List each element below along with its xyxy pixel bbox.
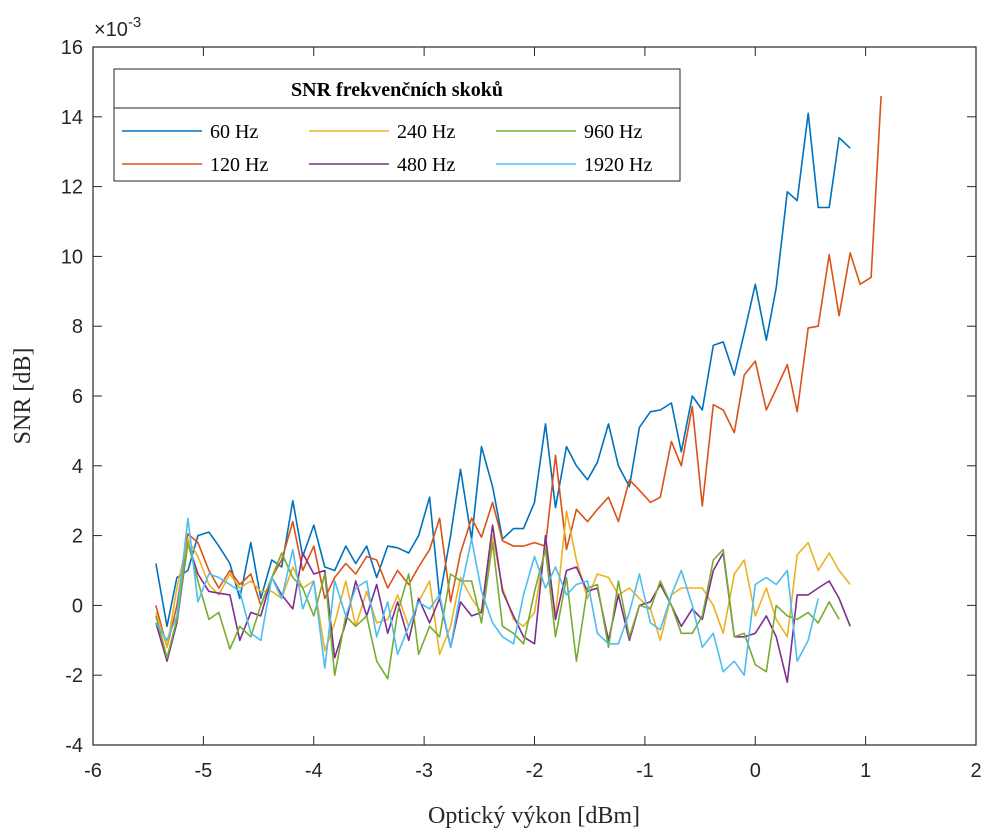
x-axis-title: Optický výkon [dBm] xyxy=(428,803,640,829)
x-tick-label: 1 xyxy=(860,760,871,782)
legend-label-1920-hz: 1920 Hz xyxy=(584,154,652,176)
y-axis-title: SNR [dB] xyxy=(10,348,36,445)
x-axis: -6 -5 -4 -3 -2 -1 0 1 2 xyxy=(84,47,982,782)
x-tick-label: -2 xyxy=(526,760,544,782)
y-tick-label: 12 xyxy=(61,177,83,199)
x-tick-label: -4 xyxy=(305,760,323,782)
x-tick-label: 2 xyxy=(970,760,981,782)
x-tick-label: -5 xyxy=(194,760,212,782)
y-tick-label: 6 xyxy=(72,386,83,408)
legend-label-120-hz: 120 Hz xyxy=(210,154,268,176)
legend-title: SNR frekvenčních skoků xyxy=(291,79,503,101)
x-tick-label: 0 xyxy=(750,760,761,782)
series-line-120-hz xyxy=(155,95,882,649)
y-exponent-label: ×10-3 xyxy=(94,14,141,41)
y-tick-label: 0 xyxy=(72,595,83,617)
y-tick-label: 10 xyxy=(61,246,83,268)
legend-box xyxy=(113,68,681,182)
x-tick-label: -3 xyxy=(415,760,433,782)
x-tick-label: -6 xyxy=(84,760,102,782)
y-tick-label: -4 xyxy=(65,735,83,757)
legend-label-240-hz: 240 Hz xyxy=(397,121,455,143)
series-line-1920-hz xyxy=(155,517,819,677)
y-exponent-value: -3 xyxy=(128,14,141,31)
legend-label-960-hz: 960 Hz xyxy=(584,121,642,143)
y-tick-label: 2 xyxy=(72,526,83,548)
legend-label-60-hz: 60 Hz xyxy=(210,121,258,143)
x-tick-label: -1 xyxy=(636,760,654,782)
y-tick-label: 16 xyxy=(61,37,83,59)
y-axis: -4 -2 0 2 4 6 8 10 12 14 16 xyxy=(61,37,976,757)
y-tick-label: -2 xyxy=(65,665,83,687)
legend-items: 60 Hz 240 Hz 960 Hz 120 Hz 480 Hz 1920 Hz xyxy=(122,121,652,176)
legend-label-480-hz: 480 Hz xyxy=(397,154,455,176)
y-tick-label: 4 xyxy=(72,456,83,478)
y-exponent-prefix: ×10 xyxy=(94,19,128,41)
series-line-960-hz xyxy=(155,541,840,680)
y-tick-label: 14 xyxy=(61,107,83,129)
legend: SNR frekvenčních skoků 60 Hz 240 Hz 960 Hz… xyxy=(113,68,681,182)
series-layer xyxy=(155,95,882,684)
y-tick-label: 8 xyxy=(72,316,83,338)
